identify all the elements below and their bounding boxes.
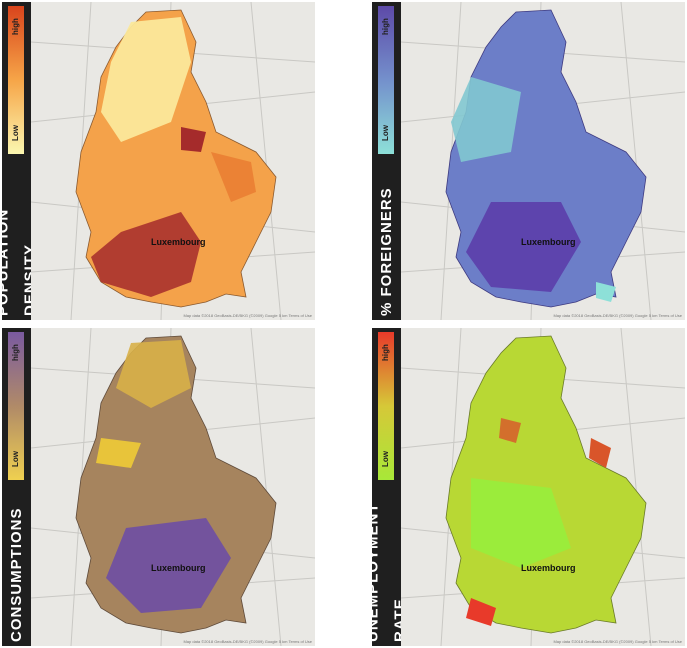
scale-high-label: high [381,18,390,36]
basemap [401,2,685,320]
map-panel-unemployment-rate: high Low UNEMPLOYMENT RATE Luxembourg Ma… [364,328,685,646]
panel-title: POPULATION DENSITY [0,208,39,316]
map-panel-population-density: high Low POPULATION DENSITY Luxembourg M… [0,2,315,320]
map-canvas[interactable]: Luxembourg Map data ©2018 GeoBasis-DE/BK… [401,328,685,646]
scale-low-label: Low [11,451,20,467]
legend-sidebar: high Low CONSUMPTIONS [2,328,31,646]
color-scale: high Low [378,6,394,154]
scale-high-label: high [11,18,20,36]
panel-title: CONSUMPTIONS [8,507,25,642]
map-canvas[interactable]: Luxembourg Map data ©2018 GeoBasis-DE/BK… [31,328,315,646]
legend-sidebar: high Low UNEMPLOYMENT RATE [364,328,409,646]
map-attribution: Map data ©2018 GeoBasis-DE/BKG (©2009) G… [183,313,312,318]
city-label-luxembourg: Luxembourg [151,563,206,573]
scale-high-label: high [11,344,20,362]
map-attribution: Map data ©2018 GeoBasis-DE/BKG (©2009) G… [553,313,682,318]
basemap [401,328,685,646]
legend-sidebar: high Low POPULATION DENSITY [0,2,39,320]
map-panel-foreigners: high Low % FOREIGNERS Luxembourg Map dat… [372,2,685,320]
basemap [31,2,315,320]
city-label-luxembourg: Luxembourg [151,237,206,247]
panel-title: UNEMPLOYMENT RATE [364,502,409,643]
map-attribution: Map data ©2018 GeoBasis-DE/BKG (©2009) G… [553,639,682,644]
scale-high-label: high [381,344,390,362]
map-canvas[interactable]: Luxembourg Map data ©2018 GeoBasis-DE/BK… [31,2,315,320]
panel-title: % FOREIGNERS [378,187,395,316]
basemap [31,328,315,646]
map-panel-consumptions: high Low CONSUMPTIONS Luxembourg Map dat… [2,328,315,646]
country-region [445,335,647,634]
color-scale: high Low [378,332,394,480]
color-scale: high Low [8,332,24,480]
legend-sidebar: high Low % FOREIGNERS [372,2,401,320]
scale-low-label: Low [11,125,20,141]
city-label-luxembourg: Luxembourg [521,237,576,247]
map-attribution: Map data ©2018 GeoBasis-DE/BKG (©2009) G… [183,639,312,644]
scale-low-label: Low [381,125,390,141]
city-label-luxembourg: Luxembourg [521,563,576,573]
color-scale: high Low [8,6,24,154]
scale-low-label: Low [381,451,390,467]
map-canvas[interactable]: Luxembourg Map data ©2018 GeoBasis-DE/BK… [401,2,685,320]
